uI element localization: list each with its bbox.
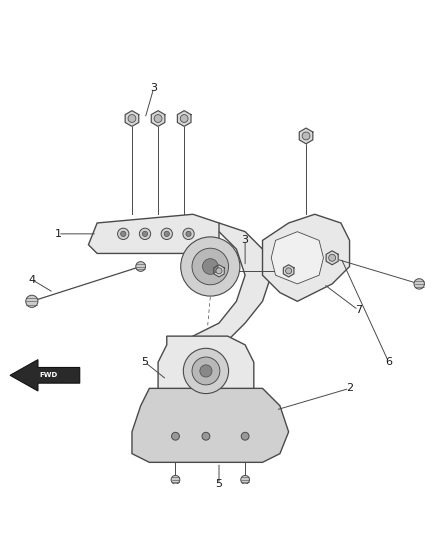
Text: FWD: FWD	[39, 373, 57, 378]
Circle shape	[184, 349, 229, 393]
Circle shape	[192, 357, 220, 385]
Polygon shape	[132, 389, 289, 462]
Circle shape	[202, 432, 210, 440]
Circle shape	[161, 228, 173, 239]
Circle shape	[139, 228, 151, 239]
Circle shape	[26, 295, 38, 308]
Circle shape	[202, 259, 218, 274]
Circle shape	[180, 115, 188, 123]
Polygon shape	[299, 128, 313, 144]
Text: 7: 7	[355, 305, 362, 315]
Circle shape	[302, 132, 310, 140]
Circle shape	[171, 475, 180, 484]
Circle shape	[183, 228, 194, 239]
Circle shape	[142, 231, 148, 237]
Text: 1: 1	[54, 229, 61, 239]
Circle shape	[241, 432, 249, 440]
Circle shape	[192, 248, 229, 285]
Text: 5: 5	[215, 479, 223, 489]
Polygon shape	[151, 111, 165, 126]
Circle shape	[128, 115, 136, 123]
Polygon shape	[326, 251, 338, 265]
Circle shape	[181, 237, 240, 296]
Circle shape	[241, 475, 250, 484]
Polygon shape	[141, 223, 271, 401]
Circle shape	[172, 432, 180, 440]
Circle shape	[200, 365, 212, 377]
Circle shape	[328, 254, 336, 261]
Circle shape	[216, 268, 222, 274]
Polygon shape	[125, 111, 139, 126]
Polygon shape	[158, 336, 254, 415]
Circle shape	[136, 262, 145, 271]
Circle shape	[186, 231, 191, 237]
Circle shape	[286, 268, 292, 274]
Text: 5: 5	[141, 357, 148, 367]
Polygon shape	[271, 232, 323, 284]
Text: 4: 4	[28, 274, 35, 285]
Circle shape	[120, 231, 126, 237]
Polygon shape	[177, 111, 191, 126]
Text: 2: 2	[346, 383, 353, 393]
Polygon shape	[88, 214, 219, 254]
Text: 6: 6	[385, 357, 392, 367]
Circle shape	[414, 279, 424, 289]
Circle shape	[154, 115, 162, 123]
Circle shape	[117, 228, 129, 239]
Polygon shape	[283, 265, 294, 277]
Polygon shape	[10, 360, 80, 391]
Polygon shape	[262, 214, 350, 301]
Circle shape	[164, 231, 170, 237]
Text: 3: 3	[150, 83, 157, 93]
Polygon shape	[214, 265, 224, 277]
Text: 3: 3	[242, 236, 249, 245]
